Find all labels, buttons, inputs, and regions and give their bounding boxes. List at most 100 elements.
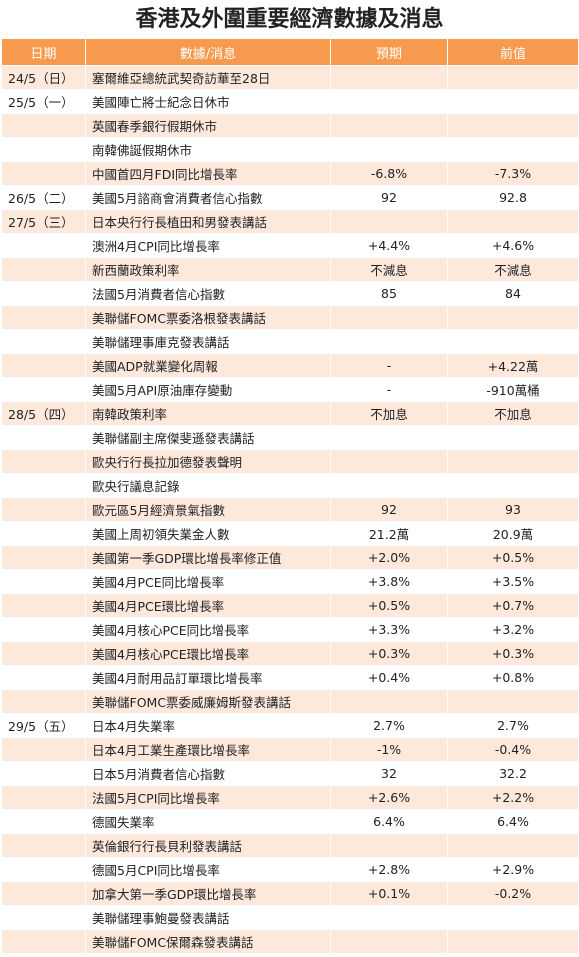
table-row: 新西蘭政策利率 不減息 不減息 <box>1 257 579 282</box>
table-row: 法國5月CPI同比增長率 +2.6% +2.2% <box>1 785 579 810</box>
previous-cell: 2.7% <box>447 713 579 738</box>
event-cell: 美國5月諮商會消費者信心指數 <box>85 185 331 210</box>
forecast-cell <box>330 425 448 450</box>
date-cell <box>1 449 86 474</box>
table-body: 24/5（日） 塞爾維亞總統武契奇訪華至28日 25/5（一） 美國陣亡將士紀念日休市… <box>1 65 579 954</box>
table-row: 美聯儲FOMC保爾森發表講話 <box>1 929 579 954</box>
header-cell: 日期 <box>1 38 86 66</box>
event-cell: 美聯儲FOMC票委洛根發表講話 <box>85 305 331 330</box>
previous-cell <box>447 305 579 330</box>
event-cell: 美國上周初領失業金人數 <box>85 521 331 546</box>
forecast-cell: +3.8% <box>330 569 448 594</box>
forecast-cell: +0.3% <box>330 641 448 666</box>
date-cell: 27/5（三） <box>1 209 86 234</box>
date-cell <box>1 689 86 714</box>
date-cell <box>1 929 86 954</box>
previous-cell: 92.8 <box>447 185 579 210</box>
forecast-cell <box>330 113 448 138</box>
event-cell: 加拿大第一季GDP環比增長率 <box>85 881 331 906</box>
previous-cell: -7.3% <box>447 161 579 186</box>
event-cell: 美國5月API原油庫存變動 <box>85 377 331 402</box>
date-cell <box>1 305 86 330</box>
table-row: 美國4月PCE同比增長率 +3.8% +3.5% <box>1 569 579 594</box>
event-cell: 美國4月PCE環比增長率 <box>85 593 331 618</box>
previous-cell: +3.2% <box>447 617 579 642</box>
table-row: 美聯儲理事庫克發表講話 <box>1 329 579 354</box>
event-cell: 歐央行議息記錄 <box>85 473 331 498</box>
event-cell: 日本央行行長植田和男發表講話 <box>85 209 331 234</box>
table-row: 澳洲4月CPI同比增長率 +4.4% +4.6% <box>1 233 579 258</box>
forecast-cell: 不加息 <box>330 401 448 426</box>
previous-cell <box>447 833 579 858</box>
table-row: 26/5（二） 美國5月諮商會消費者信心指數 92 92.8 <box>1 185 579 210</box>
previous-cell: +4.22萬 <box>447 353 579 378</box>
date-cell <box>1 569 86 594</box>
previous-cell: +2.9% <box>447 857 579 882</box>
previous-cell: 32.2 <box>447 761 579 786</box>
header-cell: 預期 <box>330 38 448 66</box>
forecast-cell: +0.1% <box>330 881 448 906</box>
table-row: 歐央行行長拉加德發表聲明 <box>1 449 579 474</box>
date-cell: 25/5（一） <box>1 89 86 114</box>
table-row: 美國4月核心PCE同比增長率 +3.3% +3.2% <box>1 617 579 642</box>
table-row: 南韓佛誕假期休市 <box>1 137 579 162</box>
event-cell: 新西蘭政策利率 <box>85 257 331 282</box>
event-cell: 澳洲4月CPI同比增長率 <box>85 233 331 258</box>
previous-cell <box>447 89 579 114</box>
event-cell: 德國失業率 <box>85 809 331 834</box>
table-row: 德國失業率 6.4% 6.4% <box>1 809 579 834</box>
date-cell: 26/5（二） <box>1 185 86 210</box>
event-cell: 歐央行行長拉加德發表聲明 <box>85 449 331 474</box>
forecast-cell: -1% <box>330 737 448 762</box>
previous-cell: +2.2% <box>447 785 579 810</box>
date-cell <box>1 617 86 642</box>
event-cell: 法國5月消費者信心指數 <box>85 281 331 306</box>
table-row: 25/5（一） 美國陣亡將士紀念日休市 <box>1 89 579 114</box>
header-cell: 數據/消息 <box>85 38 331 66</box>
calendar-table: 日期 數據/消息 預期 前值 24/5（日） 塞爾維亞總統武契奇訪華至28日 25/5（一… <box>1 38 579 954</box>
previous-cell <box>447 65 579 90</box>
date-cell <box>1 161 86 186</box>
event-cell: 英國春季銀行假期休市 <box>85 113 331 138</box>
forecast-cell <box>330 89 448 114</box>
date-cell <box>1 785 86 810</box>
date-cell <box>1 641 86 666</box>
event-cell: 歐元區5月經濟景氣指數 <box>85 497 331 522</box>
table-row: 美國第一季GDP環比增長率修正值 +2.0% +0.5% <box>1 545 579 570</box>
event-cell: 南韓佛誕假期休市 <box>85 137 331 162</box>
forecast-cell: 2.7% <box>330 713 448 738</box>
forecast-cell: +2.0% <box>330 545 448 570</box>
date-cell <box>1 473 86 498</box>
previous-cell: -910萬桶 <box>447 377 579 402</box>
table-row: 日本4月工業生產環比增長率 -1% -0.4% <box>1 737 579 762</box>
forecast-cell: - <box>330 377 448 402</box>
previous-cell: +0.5% <box>447 545 579 570</box>
table-row: 24/5（日） 塞爾維亞總統武契奇訪華至28日 <box>1 65 579 90</box>
event-cell: 美國4月核心PCE同比增長率 <box>85 617 331 642</box>
header-cell: 前值 <box>447 38 579 66</box>
previous-cell: +3.5% <box>447 569 579 594</box>
event-cell: 中國首四月FDI同比增長率 <box>85 161 331 186</box>
event-cell: 塞爾維亞總統武契奇訪華至28日 <box>85 65 331 90</box>
date-cell <box>1 329 86 354</box>
date-cell <box>1 425 86 450</box>
date-cell <box>1 137 86 162</box>
forecast-cell: 不減息 <box>330 257 448 282</box>
forecast-cell: 32 <box>330 761 448 786</box>
forecast-cell: 21.2萬 <box>330 521 448 546</box>
table-row: 歐央行議息記錄 <box>1 473 579 498</box>
event-cell: 英倫銀行行長貝利發表講話 <box>85 833 331 858</box>
table-row: 29/5（五） 日本4月失業率 2.7% 2.7% <box>1 713 579 738</box>
table-row: 歐元區5月經濟景氣指數 92 93 <box>1 497 579 522</box>
event-cell: 日本5月消費者信心指數 <box>85 761 331 786</box>
forecast-cell: -6.8% <box>330 161 448 186</box>
event-cell: 法國5月CPI同比增長率 <box>85 785 331 810</box>
previous-cell <box>447 905 579 930</box>
forecast-cell <box>330 473 448 498</box>
table-row: 美國4月PCE環比增長率 +0.5% +0.7% <box>1 593 579 618</box>
forecast-cell <box>330 137 448 162</box>
table-row: 美國5月API原油庫存變動 - -910萬桶 <box>1 377 579 402</box>
table-row: 日本5月消費者信心指數 32 32.2 <box>1 761 579 786</box>
date-cell <box>1 233 86 258</box>
